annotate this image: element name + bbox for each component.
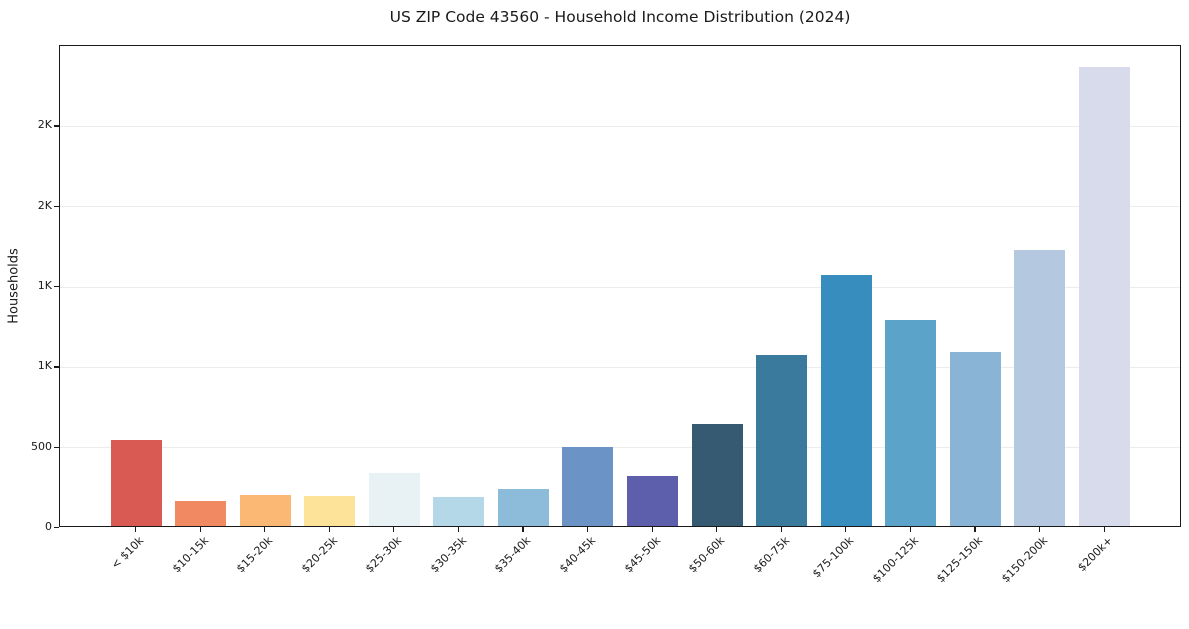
chart-title: US ZIP Code 43560 - Household Income Dis… <box>389 8 851 26</box>
x-tick <box>974 527 976 532</box>
bar <box>562 446 614 526</box>
x-tick <box>1038 527 1041 532</box>
bar <box>820 275 872 526</box>
x-tick <box>1103 527 1105 532</box>
y-tick-label: 1K <box>37 359 52 373</box>
bar <box>175 500 227 526</box>
household-income-chart: US ZIP Code 43560 - Household Income Dis… <box>7 8 1181 585</box>
x-tick <box>909 527 912 532</box>
bar <box>627 476 679 526</box>
y-tick <box>54 366 59 368</box>
x-tick <box>845 527 847 532</box>
bar <box>1014 250 1066 526</box>
x-tick <box>780 527 782 532</box>
x-tick <box>651 527 653 532</box>
y-tick-label: 2K <box>37 198 52 212</box>
bar <box>949 351 1001 526</box>
bar <box>691 423 743 526</box>
x-tick <box>328 527 330 532</box>
x-tick <box>586 527 589 532</box>
y-tick <box>54 446 59 448</box>
bar <box>756 355 808 526</box>
x-tick <box>393 527 395 532</box>
bar <box>110 439 162 526</box>
y-tick-label: 0 <box>45 520 52 533</box>
bar <box>239 495 291 526</box>
gridline <box>60 286 1180 288</box>
bar <box>433 496 485 526</box>
y-tick <box>54 205 59 207</box>
bar <box>885 319 937 526</box>
x-tick <box>716 527 718 532</box>
gridline <box>60 366 1180 368</box>
y-tick-label: 1K <box>37 279 52 292</box>
bar <box>497 489 549 526</box>
y-tick <box>54 286 59 288</box>
gridline <box>60 447 1180 449</box>
x-tick <box>199 527 201 532</box>
x-tick <box>135 527 137 532</box>
y-tick-label: 2K <box>37 118 52 132</box>
y-tick <box>54 527 59 529</box>
gridline <box>60 206 1180 208</box>
plot-area <box>59 45 1181 527</box>
x-tick <box>264 527 266 532</box>
y-tick-label: 500 <box>31 439 52 453</box>
bar <box>304 495 356 526</box>
y-tick <box>54 125 59 127</box>
gridline <box>60 125 1180 127</box>
x-tick <box>522 527 524 532</box>
bar <box>1079 66 1131 526</box>
x-tick <box>457 527 460 532</box>
bar <box>368 473 420 526</box>
